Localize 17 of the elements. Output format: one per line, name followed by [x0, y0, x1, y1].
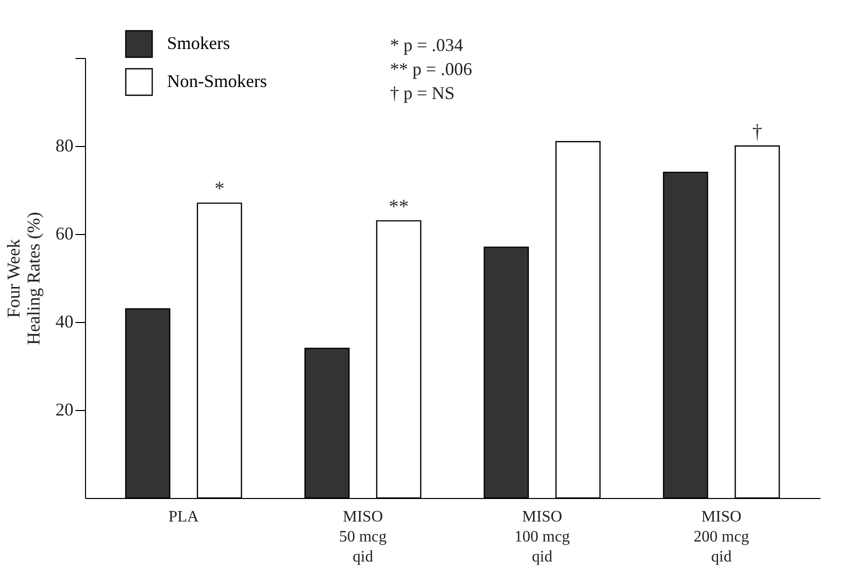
- data-label: *: [214, 178, 224, 200]
- y-tick-label: 40: [56, 312, 74, 332]
- y-axis-title: Four Week Healing Rates (%): [4, 212, 44, 345]
- x-tick-label: MISO 100 mcg qid: [514, 508, 570, 566]
- legend-label: Smokers: [167, 33, 230, 53]
- text: * p = .034: [390, 35, 464, 55]
- y-tick-label: 60: [56, 224, 74, 244]
- data-label: †: [752, 121, 762, 143]
- y-tick-label: 80: [56, 136, 74, 156]
- x-tick-label: MISO 200 mcg qid: [694, 508, 750, 566]
- legend-label: Non-Smokers: [167, 71, 267, 91]
- annotation: † p = NS: [390, 83, 455, 103]
- annotation: ** p = .006: [390, 59, 472, 79]
- x-tick-label: PLA: [168, 508, 200, 526]
- data-label: **: [388, 196, 409, 218]
- y-tick-label: 20: [56, 400, 74, 420]
- x-tick-label: MISO 50 mcg qid: [339, 508, 387, 566]
